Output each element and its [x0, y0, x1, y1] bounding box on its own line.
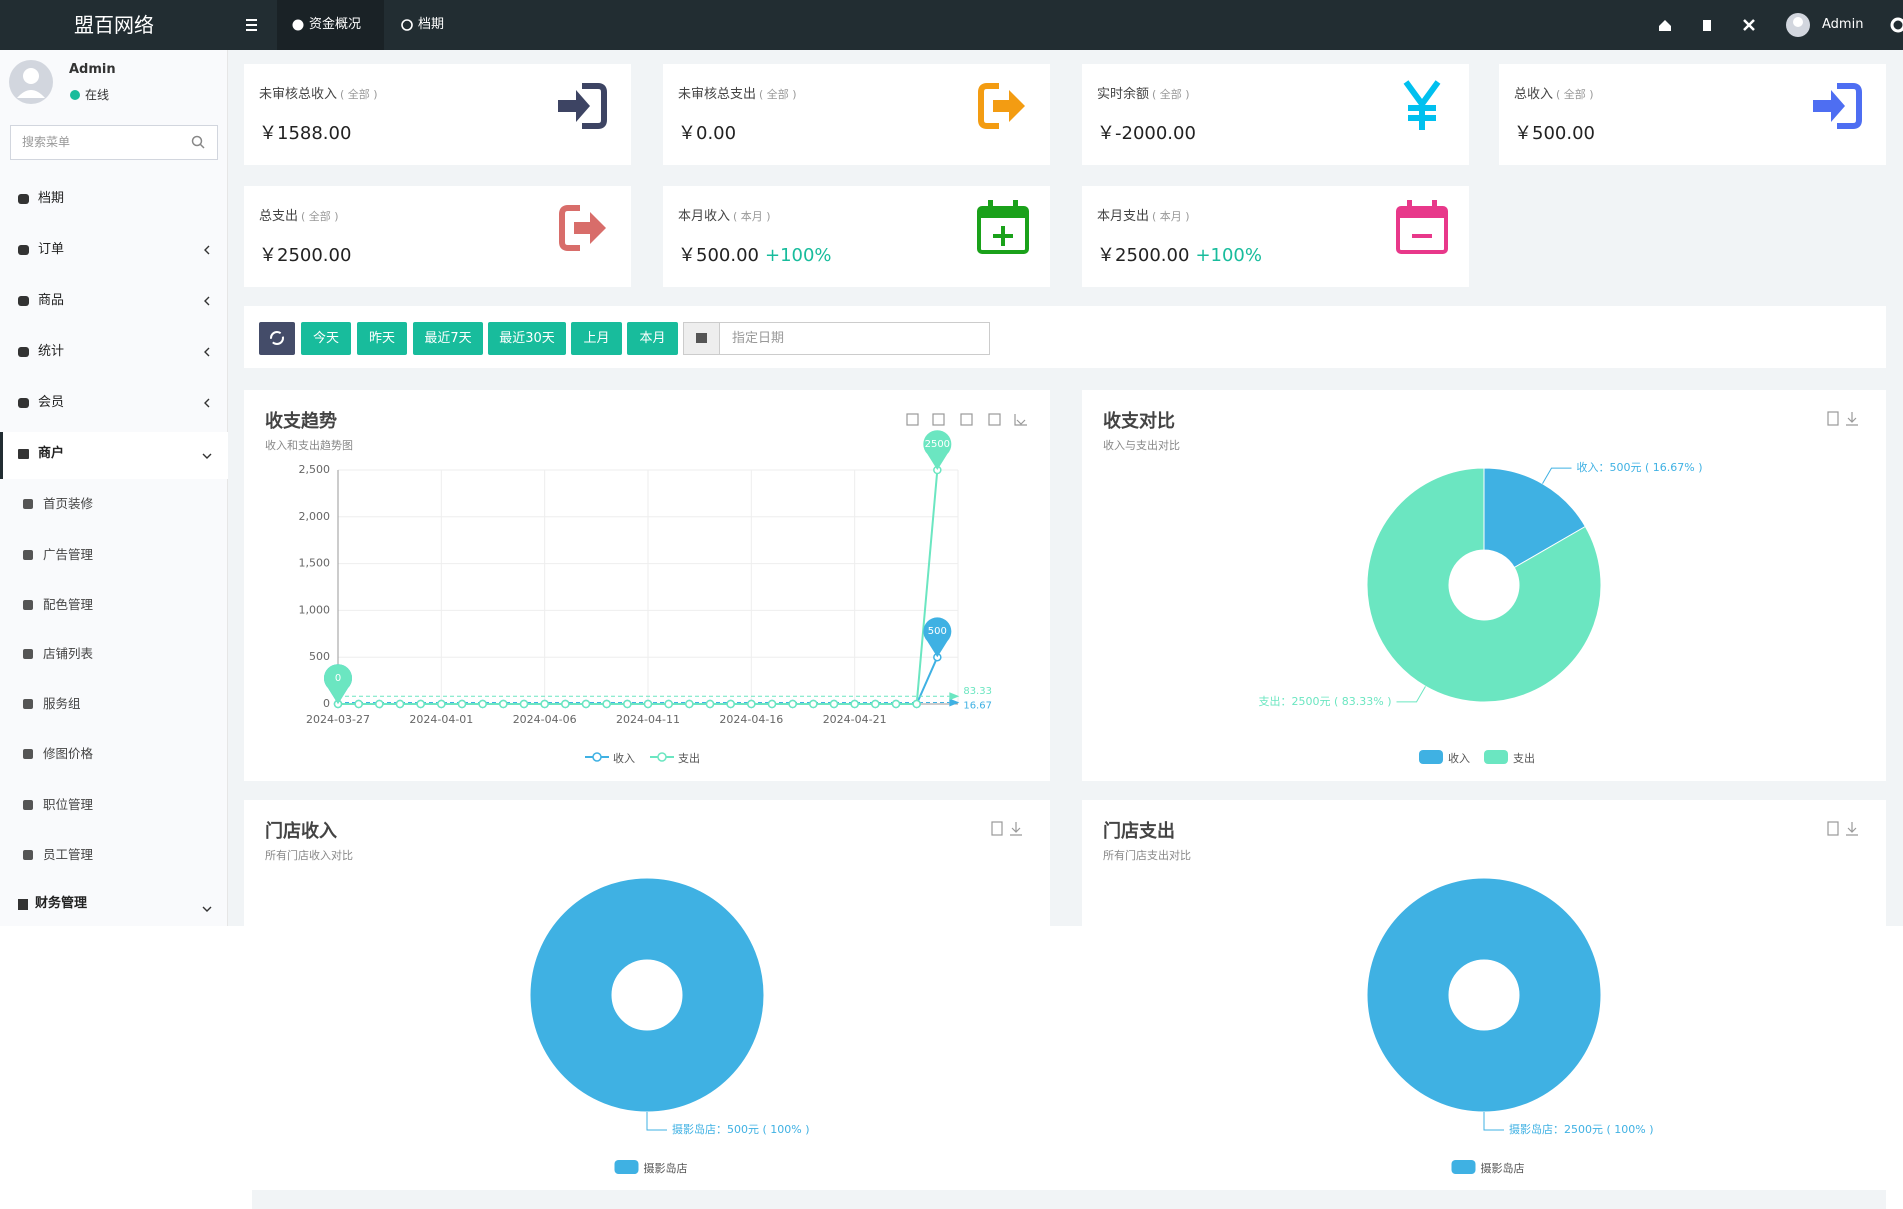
menu-item[interactable]: 档期	[38, 191, 65, 206]
submenu-item[interactable]: 修图价格	[43, 746, 94, 761]
sidebar	[0, 50, 228, 926]
menu-item[interactable]: 财务管理	[35, 896, 88, 911]
card-value-row: ￥1588.00	[259, 119, 351, 145]
chart-title: 门店收入	[265, 821, 337, 842]
chart-subtitle: 收入和支出趋势图	[265, 439, 353, 452]
legend-label: 支出	[1513, 752, 1535, 765]
card-scope: ( 本月 )	[733, 210, 771, 223]
submenu-item[interactable]: 职位管理	[43, 797, 94, 812]
date-placeholder[interactable]: 指定日期	[732, 331, 785, 346]
card-value-row: ￥500.00	[1514, 119, 1595, 145]
chart-panel	[1082, 390, 1886, 781]
card-title: 未审核总支出	[678, 87, 757, 102]
stat-card	[244, 64, 631, 165]
submenu-item[interactable]: 配色管理	[43, 597, 94, 612]
chart-panel	[244, 800, 1050, 1190]
filter-button[interactable]: 上月	[571, 322, 622, 355]
card-title-row: 总收入( 全部 )	[1514, 83, 1594, 102]
sidebar-user: Admin	[69, 62, 116, 77]
card-title: 未审核总收入	[259, 87, 338, 102]
tab[interactable]: 档期	[418, 17, 445, 32]
card-value-row: ￥2500.00 +100%	[1097, 241, 1262, 267]
card-value: ￥0.00	[678, 123, 737, 144]
chart-subtitle: 所有门店收入对比	[265, 849, 353, 862]
legend-label: 摄影岛店	[643, 1162, 688, 1175]
stat-card	[1082, 186, 1469, 287]
search-placeholder[interactable]: 搜索菜单	[22, 135, 71, 149]
card-title-row: 本月收入( 本月 )	[678, 205, 771, 224]
filter-button[interactable]: 今天	[301, 322, 351, 355]
card-scope: ( 全部 )	[759, 88, 797, 101]
card-title-row: 实时余额( 全部 )	[1097, 83, 1190, 102]
card-change: +100%	[1195, 245, 1262, 266]
submenu-item[interactable]: 店铺列表	[43, 646, 94, 661]
chart-panel	[1082, 800, 1886, 1190]
stat-card	[663, 186, 1050, 287]
submenu-item[interactable]: 广告管理	[43, 547, 94, 562]
card-value: ￥1588.00	[259, 123, 352, 144]
logo: 盟百网络	[74, 13, 154, 37]
date-input[interactable]	[719, 322, 990, 355]
chart-subtitle: 收入与支出对比	[1103, 439, 1180, 452]
filter-button[interactable]: 本月	[627, 322, 678, 355]
card-title-row: 未审核总收入( 全部 )	[259, 83, 378, 102]
card-value-row: ￥-2000.00	[1097, 119, 1196, 145]
filter-button[interactable]: 最近30天	[488, 322, 566, 355]
menu-item[interactable]: 订单	[38, 242, 65, 257]
filter-button[interactable]: 昨天	[357, 322, 407, 355]
legend-label: 收入	[1448, 752, 1470, 765]
chart-title: 收支对比	[1103, 411, 1175, 432]
sidebar-status: 在线	[85, 88, 110, 102]
card-change: +100%	[764, 245, 832, 266]
user-name[interactable]: Admin	[1822, 17, 1864, 32]
card-value: ￥-2000.00	[1097, 123, 1196, 144]
submenu-item[interactable]: 首页装修	[43, 496, 94, 511]
card-title: 本月收入	[678, 209, 731, 224]
card-value: ￥2500.00	[259, 245, 352, 266]
menu-item[interactable]: 会员	[38, 395, 65, 410]
stat-card	[663, 64, 1050, 165]
card-value: ￥2500.00	[1097, 245, 1190, 266]
menu-active-bg[interactable]	[0, 432, 228, 479]
card-title: 总收入	[1514, 87, 1554, 102]
bottom-strip	[252, 1190, 1886, 1209]
card-value-row: ￥2500.00	[259, 241, 351, 267]
card-scope: ( 全部 )	[1152, 88, 1190, 101]
chart-title: 收支趋势	[265, 411, 337, 432]
legend-label: 摄影岛店	[1480, 1162, 1525, 1175]
card-scope: ( 全部 )	[340, 88, 378, 101]
card-title: 本月支出	[1097, 209, 1150, 224]
card-scope: ( 全部 )	[1556, 88, 1594, 101]
search-box[interactable]	[10, 125, 218, 160]
card-scope: ( 本月 )	[1152, 210, 1190, 223]
stat-card	[1499, 64, 1886, 165]
menu-item[interactable]: 商品	[38, 293, 65, 308]
refresh-button[interactable]	[259, 322, 295, 355]
menu-item[interactable]: 统计	[38, 344, 65, 359]
filter-button[interactable]: 最近7天	[413, 322, 483, 355]
chart-subtitle: 所有门店支出对比	[1103, 849, 1191, 862]
card-title: 实时余额	[1097, 87, 1150, 102]
stat-card	[244, 186, 631, 287]
card-value: ￥500.00	[678, 245, 759, 266]
card-title-row: 本月支出( 本月 )	[1097, 205, 1190, 224]
submenu-item[interactable]: 员工管理	[43, 847, 94, 862]
menu-item[interactable]: 商户	[38, 446, 65, 461]
card-value-row: ￥0.00	[678, 119, 736, 145]
card-title-row: 未审核总支出( 全部 )	[678, 83, 797, 102]
card-scope: ( 全部 )	[301, 210, 339, 223]
chart-panel	[244, 390, 1050, 781]
legend-label: 支出	[678, 752, 700, 765]
chart-title: 门店支出	[1103, 821, 1175, 842]
card-value: ￥500.00	[1514, 123, 1595, 144]
card-title: 总支出	[259, 209, 299, 224]
card-value-row: ￥500.00 +100%	[678, 241, 832, 267]
card-title-row: 总支出( 全部 )	[259, 205, 339, 224]
stat-card	[1082, 64, 1469, 165]
tab[interactable]: 资金概况	[309, 17, 362, 32]
legend-label: 收入	[613, 752, 635, 765]
date-addon	[683, 322, 720, 355]
submenu-item[interactable]: 服务组	[43, 696, 81, 711]
